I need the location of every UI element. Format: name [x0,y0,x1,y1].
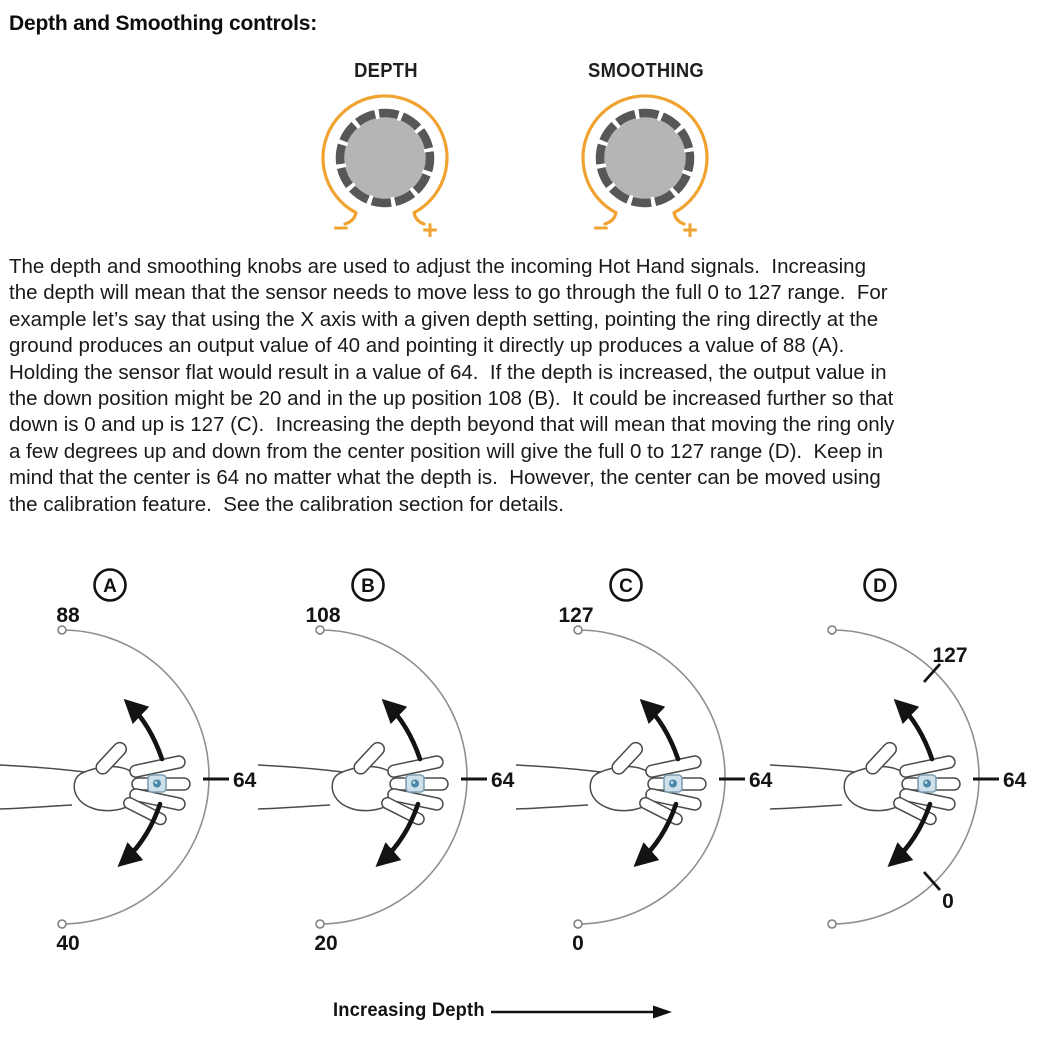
diagram-letter-badge [863,568,897,602]
diagram-c: 127 C 0 64 [516,568,773,955]
minus-label: − [333,213,349,243]
paragraph-line: the calibration feature. See the calibra… [9,492,564,516]
plus-label: + [682,215,698,244]
increasing-depth-caption: Increasing Depth [333,999,485,1021]
center-value-label: 64 [233,769,257,792]
hand-ring-illustration [0,626,229,928]
paragraph-line: ground produces an output value of 40 an… [9,334,845,358]
center-value-label: 64 [1003,769,1027,792]
depth-knob-label: DEPTH [354,60,418,82]
paragraph-line: the down position might be 20 and in the… [9,387,894,411]
down-value-label: 40 [56,932,79,955]
down-value-label: 0 [942,890,954,913]
diagram-a: A 88 40 64 [0,568,257,955]
diagram-letter-badge [609,568,643,602]
paragraph-line: the depth will mean that the sensor need… [9,281,888,305]
paragraph-line: mind that the center is 64 no matter wha… [9,466,881,490]
down-value-label: 0 [572,932,584,955]
increasing-depth-arrow-icon [491,1005,672,1019]
smoothing-knob-icon: − + [570,86,722,244]
center-value-label: 64 [491,769,515,792]
paragraph-line: The depth and smoothing knobs are used t… [9,255,866,278]
diagram-letter: D [873,576,887,597]
diagram-letter: C [619,576,633,597]
depth-knob-icon: − + [310,86,462,244]
diagram-letter: A [103,576,117,597]
paragraph-line: down is 0 and up is 127 (C). Increasing … [9,413,895,437]
diagram-d: D 127 0 64 [770,568,1027,964]
paragraph-line: Holding the sensor flat would result in … [9,360,887,384]
up-tick [922,663,942,683]
diagram-letter: B [361,576,375,597]
down-value-label: 20 [314,932,337,955]
center-value-label: 64 [749,769,773,792]
hand-ring-illustration [770,626,999,928]
hand-ring-illustration [516,626,745,928]
hand-ring-illustration [258,626,487,928]
page-title: Depth and Smoothing controls: [9,12,318,35]
up-value-label: 127 [932,644,967,667]
diagram-letter-badge [351,568,385,602]
body-paragraph: The depth and smoothing knobs are used t… [9,254,1051,518]
paragraph-line: example let’s say that using the X axis … [9,307,879,331]
paragraph-line: a few degrees up and down from the cente… [9,439,884,463]
up-value-label: 88 [56,604,80,627]
up-value-label: 108 [305,604,340,627]
smoothing-knob-label: SMOOTHING [588,60,704,82]
minus-label: − [593,213,609,243]
diagram-b: B 108 20 64 [258,568,515,955]
up-value-label: 127 [558,604,593,627]
plus-label: + [422,215,438,244]
diagram-letter-badge [93,568,127,602]
down-tick [922,871,942,891]
